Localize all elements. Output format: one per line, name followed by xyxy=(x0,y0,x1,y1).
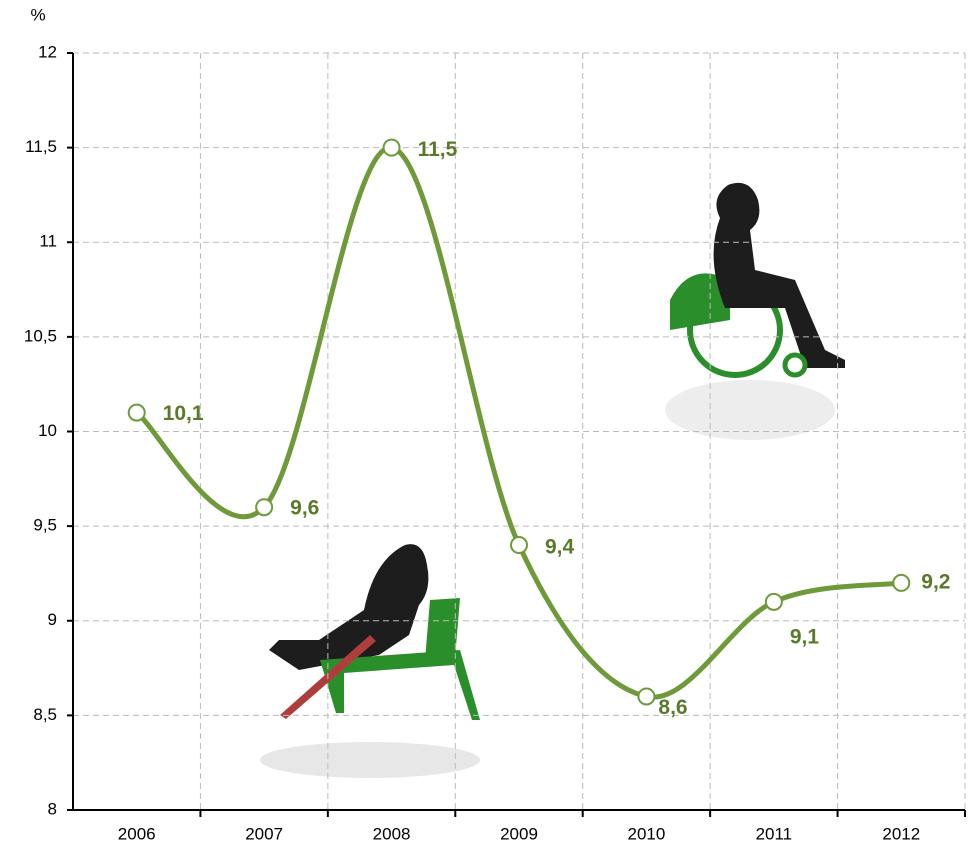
y-tick-label: 9 xyxy=(48,610,57,629)
data-label: 10,1 xyxy=(163,402,204,425)
data-label: 9,6 xyxy=(290,497,319,520)
x-tick-label: 2012 xyxy=(882,824,920,843)
y-tick-label: 11 xyxy=(39,232,57,251)
data-label: 9,2 xyxy=(921,570,950,593)
data-point xyxy=(127,403,146,422)
x-tick-label: 2007 xyxy=(245,824,283,843)
y-tick-label: 10,5 xyxy=(24,326,57,345)
data-point xyxy=(382,138,401,157)
data-label: 8,6 xyxy=(658,696,687,719)
y-tick-label: 10 xyxy=(38,421,57,440)
y-tick-label: 8 xyxy=(48,799,57,818)
x-tick-label: 2011 xyxy=(756,824,793,843)
y-tick-label: 11,5 xyxy=(25,137,57,156)
x-tick-label: 2006 xyxy=(118,824,156,843)
x-tick-label: 2010 xyxy=(628,824,666,843)
data-point xyxy=(637,687,656,706)
x-tick-label: 2008 xyxy=(373,824,411,843)
y-tick-label: 12 xyxy=(38,42,57,61)
x-tick-label: 2009 xyxy=(500,824,538,843)
data-label: 9,4 xyxy=(545,536,575,559)
decoration-wheelchair xyxy=(665,182,845,440)
data-point xyxy=(764,592,783,611)
data-label: 11,5 xyxy=(418,138,458,161)
data-label: 9,1 xyxy=(790,625,820,648)
data-point xyxy=(892,573,911,592)
data-point xyxy=(510,536,528,555)
y-tick-label: 8,5 xyxy=(33,705,57,724)
decoration-bench xyxy=(260,544,480,778)
y-axis-unit: % xyxy=(30,5,45,24)
y-tick-label: 9,5 xyxy=(33,516,57,535)
data-point xyxy=(255,498,274,517)
